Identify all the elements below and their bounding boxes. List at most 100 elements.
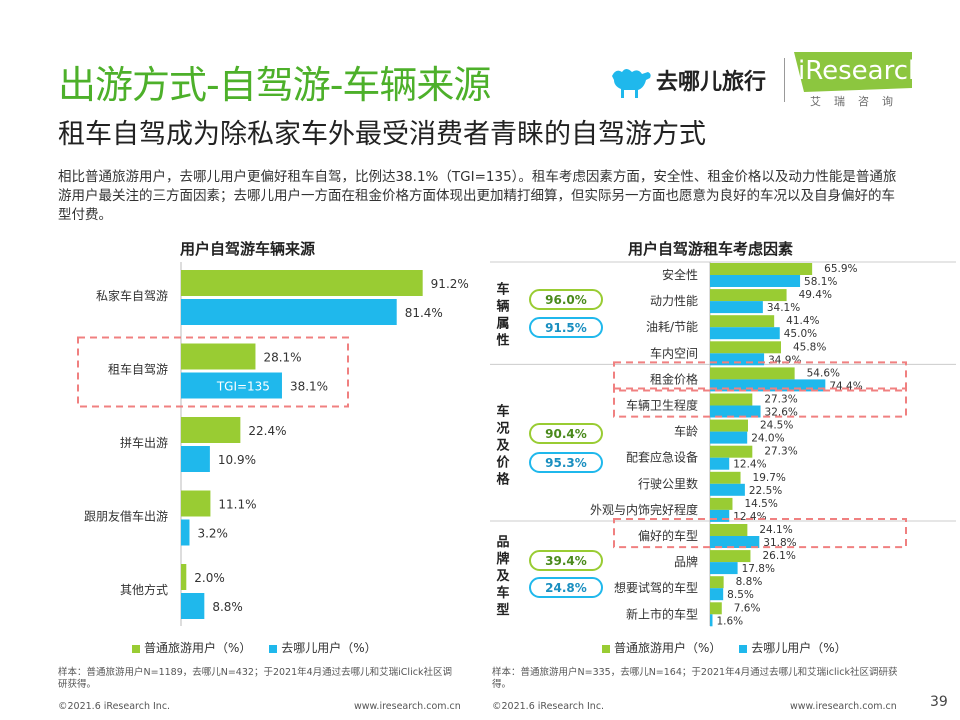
page-number: 39 [930,694,948,710]
highlight-box [613,361,907,392]
group-label-char: 车 [496,404,509,420]
pill-qunar [529,317,603,338]
category-label: 跟朋友借车出游 [84,509,168,524]
factor-label: 行驶公里数 [638,476,698,491]
bar-qunar-users [710,536,760,548]
group-label-char: 及 [496,439,510,454]
bar-qunar-users [710,509,730,522]
pill-value: 90.4% [545,427,587,441]
qunar-logo-text: 去哪儿旅行 [656,70,767,95]
factor-label: 品牌 [674,555,698,569]
bar-general-users [710,471,741,484]
group-label-char: 性 [496,333,509,349]
legend-series1-label: 普通旅游用户（%） [614,641,722,655]
pill-general [529,550,603,571]
bar-value-label: 65.9% [824,263,857,275]
pill-value: 24.8% [545,581,587,595]
bar-qunar-users [710,327,780,340]
factor-label: 想要试驾的车型 [614,580,698,595]
left-legend: 普通旅游用户（%） 去哪儿用户（%） [132,639,377,656]
description-text: 相比普通旅游用户，去哪儿用户更偏好租车自驾，比例达38.1%（TGI=135）。… [58,169,897,223]
iresearch-logo-text: iResearch [798,56,925,86]
category-label: 拼车出游 [120,435,168,450]
bar-qunar-users [181,446,210,472]
bar-general-users [710,341,781,354]
bar-value-label: 12.4% [733,459,766,471]
pill-value: 91.5% [545,321,587,335]
bar-value-label: 81.4% [405,306,443,320]
camel-logo-icon [612,69,651,98]
factor-label: 车辆卫生程度 [626,398,698,413]
bar-value-label: 8.8% [212,600,243,614]
bar-general-users [710,602,722,615]
group-label-char: 品 [496,535,509,550]
bar-qunar-users [710,301,763,314]
factor-label: 车内空间 [650,345,698,360]
bar-value-label: 24.1% [759,524,792,536]
highlight-box [613,387,907,418]
bar-general-users [710,550,751,563]
website-url-left: www.iresearch.com.cn [354,701,461,712]
bar-value-label: 3.2% [197,527,228,541]
bar-value-label: 11.1% [218,498,256,512]
bar-general-users [710,367,795,380]
tgi-annotation: TGI=135 [216,380,270,394]
group-label-char: 车 [496,585,509,601]
legend-series2-label: 去哪儿用户（%） [281,641,377,655]
bar-general-users [710,419,748,432]
bar-general-users [710,393,753,406]
bar-qunar-users [181,593,205,619]
bar-qunar-users [710,353,765,366]
bar-value-label: 27.3% [764,446,797,458]
bar-qunar-users [710,614,713,627]
pill-general [529,289,603,310]
iresearch-logo-icon [794,52,912,92]
bar-value-label: 45.8% [793,341,826,353]
bar-general-users [710,445,753,458]
bar-qunar-users [710,431,748,444]
left-chart-title: 用户自驾游车辆来源 [180,240,316,258]
bar-value-label: 1.6% [716,615,743,627]
group-label-char: 及 [496,569,510,584]
factor-label: 外观与内饰完好程度 [590,502,698,517]
bar-value-label: 22.4% [248,424,286,438]
bar-qunar-users [181,372,282,399]
bar-value-label: 10.9% [218,453,256,467]
group-label-char: 型 [496,602,509,618]
left-bar-chart: 私家车自驾游 91.2% 81.4% 租车自驾游 28.1% 38.1% TGI=135 拼车… [77,262,469,626]
right-bar-chart: 安全性 65.9%58.1%动力性能 49.4%34.1%油耗/节能 41.4%45.… [490,261,956,627]
bar-value-label: 14.5% [744,498,777,510]
bar-value-label: 24.0% [751,433,784,445]
bar-qunar-users [181,519,190,546]
group-label-char: 格 [496,472,510,488]
copyright-left: ©2021.6 iResearch Inc. [58,701,171,712]
iresearch-logo-subtext: 艾瑞咨询 [810,95,906,108]
page-subtitle: 租车自驾成为除私家车外最受消费者青睐的自驾游方式 [58,119,706,150]
legend-green-swatch [602,644,610,653]
website-url-right: www.iresearch.com.cn [790,701,897,712]
bar-value-label: 22.5% [749,485,782,497]
bar-general-users [710,576,724,589]
category-label: 私家车自驾游 [96,288,168,303]
highlight-box [77,336,349,408]
factor-label: 车龄 [674,424,698,439]
pill-value: 95.3% [545,456,587,470]
bar-value-label: 26.1% [762,550,795,562]
group-label-char: 辆 [496,299,509,315]
bar-qunar-users [710,588,724,601]
bar-general-users [181,270,423,296]
bar-general-users [181,490,211,517]
bar-general-users [710,263,813,275]
group-label-char: 价 [496,456,510,471]
bar-qunar-users [710,562,738,575]
bar-value-label: 41.4% [786,315,819,327]
legend-blue-swatch [269,644,278,653]
bar-value-label: 8.8% [736,576,763,588]
bar-value-label: 8.5% [727,589,754,601]
pill-value: 96.0% [545,293,587,307]
bar-value-label: 17.8% [742,563,775,575]
logo-divider [784,58,785,102]
bar-value-label: 12.4% [733,511,766,523]
bar-value-label: 34.9% [768,354,801,366]
bar-value-label: 54.6% [807,367,840,379]
